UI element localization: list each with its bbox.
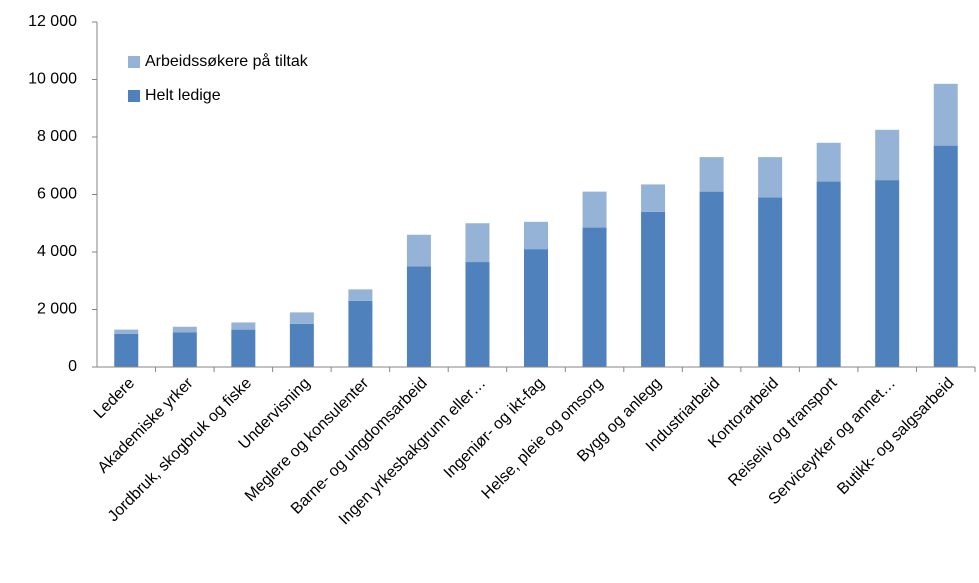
y-tick-label: 6 000	[37, 186, 77, 203]
bar-segment	[875, 180, 900, 367]
bar-segment	[348, 300, 373, 367]
bar-segment	[289, 312, 314, 324]
bar-segment	[465, 262, 490, 367]
bar-segment	[114, 329, 139, 334]
y-tick-label: 12 000	[28, 13, 77, 30]
y-tick-label: 4 000	[37, 243, 77, 260]
y-tick-label: 2 000	[37, 301, 77, 318]
bar-segment	[231, 329, 256, 367]
legend-label: Helt ledige	[145, 87, 221, 104]
bar-segment	[524, 221, 548, 250]
bar-segment	[465, 223, 490, 263]
x-tick-label: Helse, pleie og omsorg	[479, 375, 607, 503]
bar-segment	[406, 234, 431, 267]
bar-segment	[231, 322, 256, 330]
y-tick-label: 8 000	[37, 128, 77, 145]
bar-segment	[582, 227, 607, 367]
bar-segment	[289, 323, 314, 367]
y-tick-label: 0	[68, 358, 77, 375]
x-tick-label: Ingeniør- og ikt-fag	[441, 375, 548, 482]
bar-segment	[699, 191, 724, 367]
bar-segment	[114, 333, 139, 367]
x-tick-label: Ledere	[91, 375, 138, 422]
bar-segment	[172, 332, 197, 367]
bar-segment	[758, 157, 783, 198]
bar-segment	[582, 191, 607, 228]
bar-segment	[641, 184, 666, 212]
bar-segment	[875, 129, 900, 181]
bar-segment	[816, 181, 841, 367]
x-tick-label: Butikk- og salgsarbeid	[834, 375, 957, 498]
bar-segment	[816, 142, 841, 182]
bar-segment	[641, 211, 666, 367]
legend-swatch	[128, 56, 140, 68]
bar-segment	[758, 197, 783, 367]
bar-segment	[933, 83, 958, 146]
x-tick-label: Reiseliv og transport	[725, 374, 841, 490]
y-tick-label: 10 000	[28, 71, 77, 88]
legend-swatch	[128, 90, 140, 102]
bar-segment	[699, 157, 724, 192]
legend-label: Arbeidssøkere på tiltak	[145, 52, 309, 70]
bar-segment	[524, 249, 548, 367]
bar-segment	[348, 289, 373, 301]
bar-segment	[406, 266, 431, 367]
bar-segment	[933, 145, 958, 367]
bar-segment	[172, 326, 197, 333]
